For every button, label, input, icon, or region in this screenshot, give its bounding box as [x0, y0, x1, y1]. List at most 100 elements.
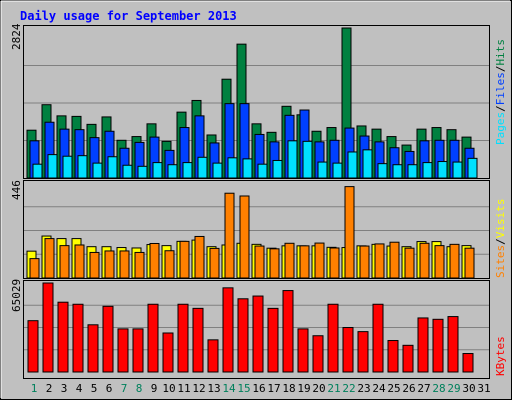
bar-sites-day-20 — [314, 242, 325, 279]
bar-pages-day-8 — [137, 165, 148, 179]
bar-kbytes-day-7 — [117, 328, 129, 373]
bar-sites-day-12 — [194, 235, 205, 279]
legend-hits-files-pages: Pages/Files/Hits — [494, 39, 507, 145]
bar-pages-day-3 — [62, 155, 73, 179]
bar-kbytes-day-26 — [402, 344, 414, 373]
bar-pages-day-22 — [347, 151, 358, 179]
bar-sites-day-1 — [29, 258, 40, 279]
bar-kbytes-day-14 — [222, 287, 234, 373]
bar-pages-day-10 — [167, 164, 178, 179]
bar-pages-day-25 — [392, 164, 403, 179]
bar-pages-day-26 — [407, 164, 418, 179]
bar-sites-day-5 — [89, 251, 100, 279]
bar-pages-day-15 — [242, 158, 253, 179]
bar-sites-day-17 — [269, 248, 280, 279]
bar-kbytes-day-10 — [162, 332, 174, 373]
x-label-day-4: 4 — [76, 382, 83, 395]
bar-kbytes-day-9 — [147, 303, 159, 373]
bar-pages-day-12 — [197, 156, 208, 179]
x-label-day-11: 11 — [177, 382, 190, 395]
x-label-day-8: 8 — [136, 382, 143, 395]
x-label-day-2: 2 — [46, 382, 53, 395]
bar-sites-day-3 — [59, 245, 70, 279]
bar-kbytes-day-30 — [462, 353, 474, 373]
legend-visits-sites: Sites/Visits — [494, 199, 507, 279]
bar-kbytes-day-23 — [357, 331, 369, 373]
bar-pages-day-14 — [227, 157, 238, 179]
bar-pages-day-21 — [332, 162, 343, 179]
panel-visits-sites — [23, 180, 490, 279]
x-label-day-23: 23 — [357, 382, 370, 395]
bar-kbytes-day-2 — [42, 282, 54, 373]
x-label-day-10: 10 — [162, 382, 175, 395]
x-label-day-27: 27 — [417, 382, 430, 395]
bar-sites-day-8 — [134, 251, 145, 279]
bar-kbytes-day-1 — [27, 320, 39, 373]
x-label-day-25: 25 — [387, 382, 400, 395]
bar-kbytes-day-11 — [177, 303, 189, 373]
bar-pages-day-4 — [77, 155, 88, 179]
x-label-day-12: 12 — [192, 382, 205, 395]
bar-kbytes-day-12 — [192, 307, 204, 373]
bar-kbytes-day-15 — [237, 298, 249, 373]
x-label-day-15: 15 — [237, 382, 250, 395]
bar-sites-day-21 — [329, 247, 340, 279]
panel-kbytes — [23, 280, 490, 379]
bar-sites-day-29 — [449, 243, 460, 279]
bar-kbytes-day-5 — [87, 324, 99, 373]
bar-pages-day-19 — [302, 140, 313, 179]
bar-sites-day-9 — [149, 242, 160, 279]
x-label-day-1: 1 — [31, 382, 38, 395]
x-label-day-31: 31 — [477, 382, 490, 395]
x-label-day-26: 26 — [402, 382, 415, 395]
bar-kbytes-day-3 — [57, 301, 69, 373]
bar-sites-day-22 — [344, 186, 355, 279]
bar-kbytes-day-17 — [267, 307, 279, 373]
bar-sites-day-27 — [419, 242, 430, 279]
legend-kbytes: KBytes — [494, 336, 507, 376]
bar-pages-day-18 — [287, 140, 298, 179]
bar-pages-day-29 — [452, 161, 463, 179]
bar-kbytes-day-28 — [432, 318, 444, 373]
bar-sites-day-24 — [374, 243, 385, 279]
bar-sites-day-13 — [209, 247, 220, 279]
x-label-day-21: 21 — [327, 382, 340, 395]
bar-kbytes-day-25 — [387, 340, 399, 373]
x-label-day-14: 14 — [222, 382, 236, 395]
x-label-day-28: 28 — [432, 382, 445, 395]
x-label-day-13: 13 — [207, 382, 220, 395]
bar-sites-day-30 — [464, 247, 475, 279]
bar-sites-day-14 — [224, 192, 235, 279]
y-max-label-visits: 446 — [10, 180, 23, 200]
bar-sites-day-16 — [254, 245, 265, 279]
bar-kbytes-day-6 — [102, 305, 114, 373]
bar-kbytes-day-18 — [282, 290, 294, 373]
x-label-day-3: 3 — [61, 382, 68, 395]
bar-sites-day-19 — [299, 245, 310, 279]
x-label-day-6: 6 — [106, 382, 113, 395]
bar-kbytes-day-29 — [447, 316, 459, 373]
y-max-label-kbytes: 65029 — [10, 279, 23, 312]
legend-sites: Sites — [494, 245, 507, 278]
bar-pages-day-20 — [317, 161, 328, 179]
panel-hits-files-pages — [23, 25, 490, 179]
x-label-day-17: 17 — [267, 382, 280, 395]
bar-pages-day-11 — [182, 162, 193, 179]
x-label-day-22: 22 — [342, 382, 355, 395]
legend-pages: Pages — [494, 112, 507, 145]
legend-hits: Hits — [494, 39, 507, 66]
y-max-label-hits: 2824 — [10, 23, 23, 50]
bar-kbytes-day-20 — [312, 335, 324, 373]
bar-kbytes-day-21 — [327, 303, 339, 373]
bar-pages-day-5 — [92, 162, 103, 179]
x-label-day-30: 30 — [462, 382, 475, 395]
bar-sites-day-11 — [179, 240, 190, 279]
bar-kbytes-day-4 — [72, 303, 84, 373]
bar-pages-day-7 — [122, 164, 133, 179]
bar-pages-day-1 — [32, 163, 43, 179]
bar-kbytes-day-19 — [297, 328, 309, 373]
legend-files: Files — [494, 72, 507, 105]
x-label-day-16: 16 — [252, 382, 265, 395]
bar-kbytes-day-27 — [417, 317, 429, 373]
